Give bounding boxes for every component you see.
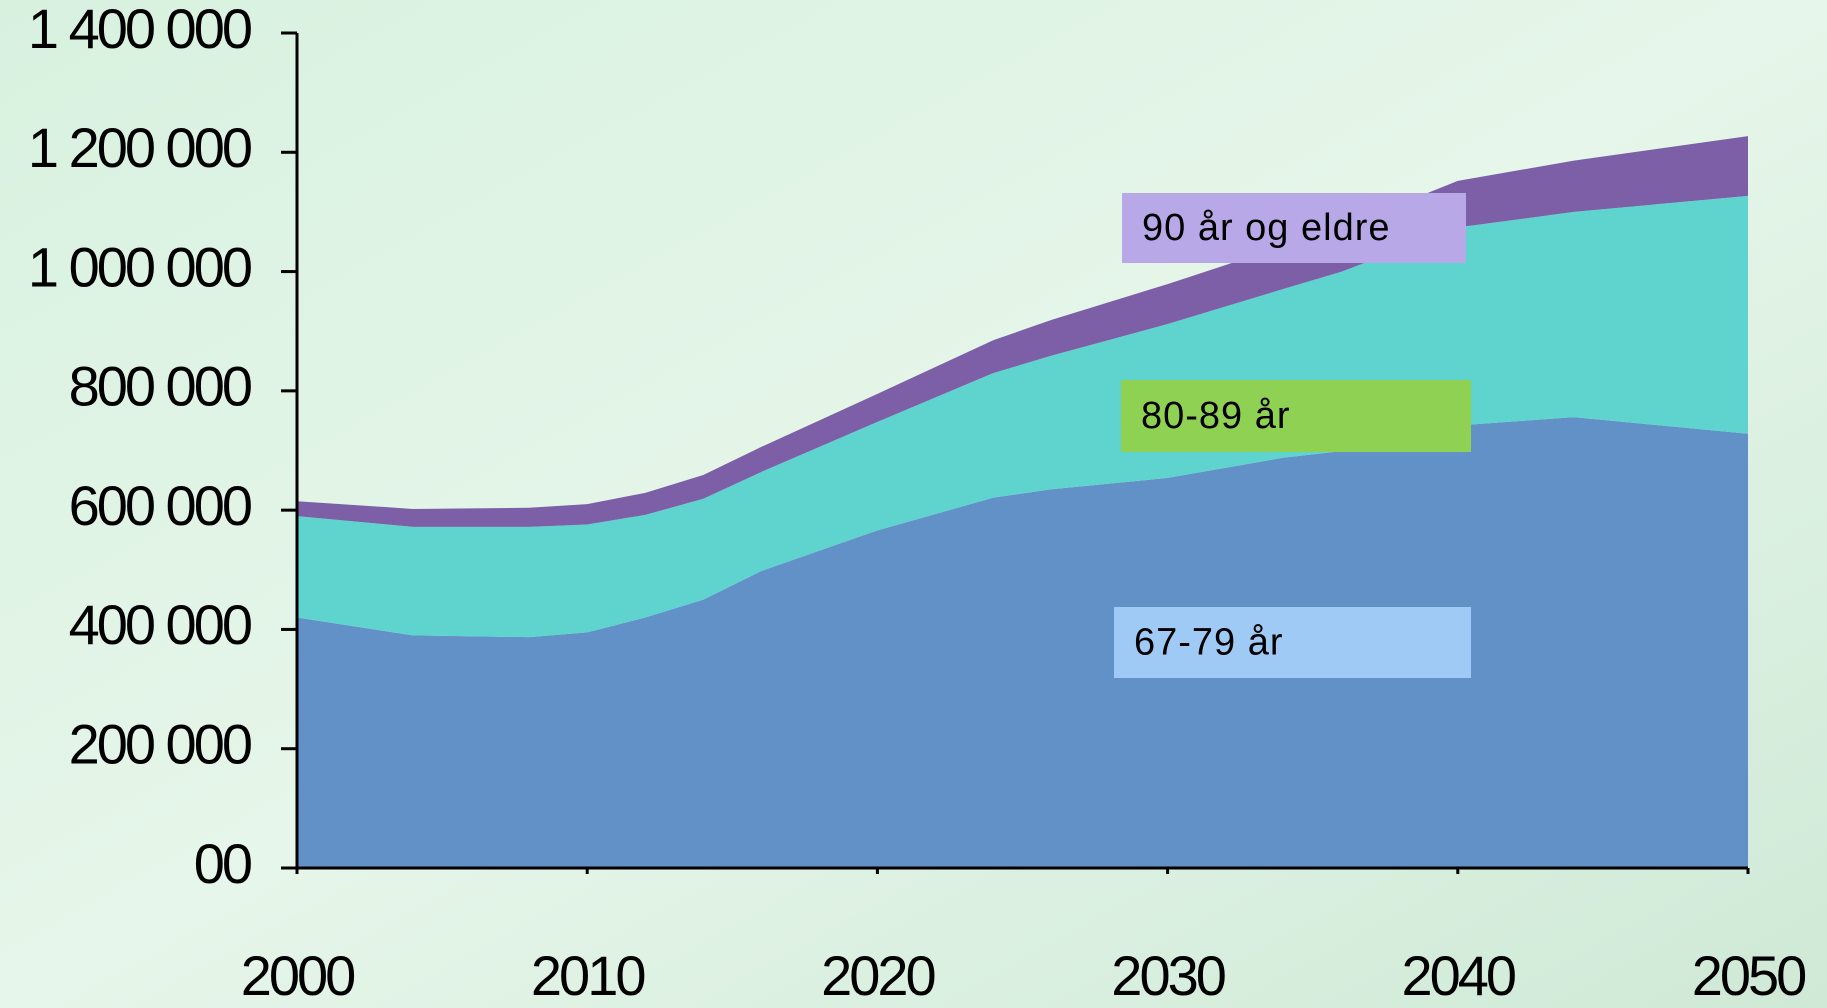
x-tick-label: 2020 [821, 944, 934, 1007]
x-tick-label: 2000 [241, 944, 354, 1007]
series-label-box [1121, 380, 1471, 452]
x-tick-label: 2030 [1111, 944, 1224, 1007]
y-tick-label: 1 400 000 [28, 0, 251, 60]
series-label-box [1122, 193, 1466, 263]
y-tick-label: 800 000 [69, 355, 251, 418]
series-label: 90 år og eldre [1142, 207, 1391, 249]
series-label-box [1114, 607, 1471, 678]
x-tick-label: 2010 [531, 944, 644, 1007]
x-tick-label: 2050 [1692, 944, 1805, 1007]
area [297, 195, 1748, 638]
y-tick-label: 1 000 000 [28, 235, 251, 298]
x-tick-label: 2040 [1402, 944, 1515, 1007]
y-tick-label: 1 200 000 [28, 116, 251, 179]
y-tick-label: 00 [194, 832, 251, 895]
series-label: 80-89 år [1141, 395, 1291, 437]
series-label: 67-79 år [1134, 622, 1284, 664]
area [297, 417, 1748, 868]
y-tick-label: 600 000 [69, 474, 251, 537]
y-tick-label: 400 000 [69, 593, 251, 656]
y-tick-label: 200 000 [69, 713, 251, 776]
